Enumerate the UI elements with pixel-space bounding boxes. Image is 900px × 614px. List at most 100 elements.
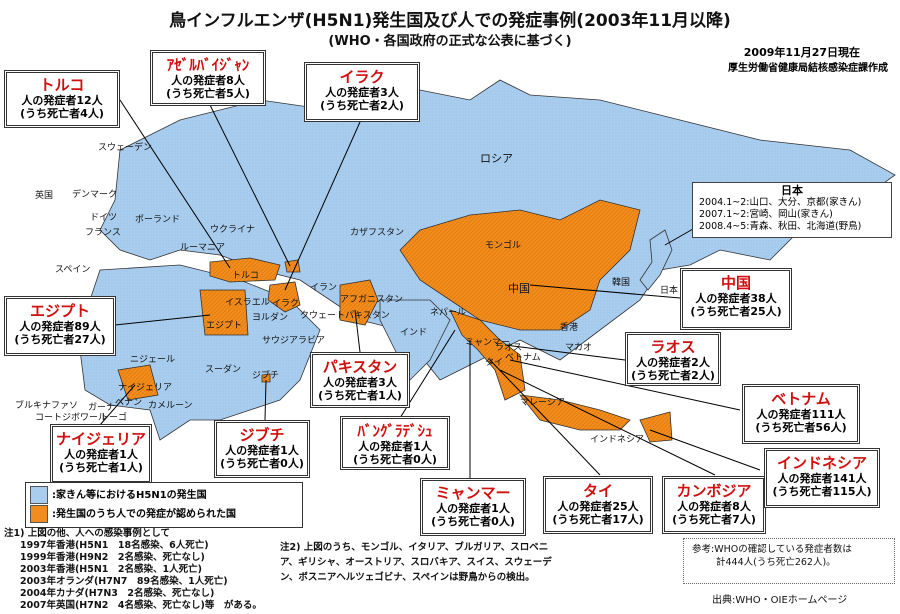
page-subtitle: (WHO・各国政府の正式な公表に基づく)	[328, 34, 572, 49]
legend-swatch-blue	[30, 486, 48, 504]
note-2: 注2) 上図のうち、モンゴル、イタリア、ブルガリア、スロベニ ア、ギリシャ、オー…	[280, 540, 552, 585]
note-line: 2007年英国(H7N2 4名感染、死亡なし)等 がある。	[20, 600, 262, 611]
country-name: インドネシア	[776, 454, 867, 472]
nigeria-shape	[117, 364, 159, 401]
callout-nigeria: ナイジェリア 人の発症者1人 (うち死亡者1人)	[50, 424, 152, 484]
callout-djibouti: ジブチ 人の発症者1人 (うち死亡者0人)	[214, 420, 310, 478]
country-name: イラク	[339, 68, 385, 86]
note-line: ア、ギリシャ、オーストリア、スロバキア、スイス、スウェーデ	[280, 557, 552, 568]
note-line: 2004年カナダ(H7N3 2名感染、死亡なし)	[20, 588, 215, 599]
case-count: 人の発症者111人	[756, 408, 846, 421]
case-count: 人の発症者1人	[64, 448, 138, 461]
case-count: 人の発症者3人	[323, 376, 397, 389]
country-name: カンボジア	[676, 482, 752, 500]
death-count: (うち死亡者7人)	[672, 513, 756, 526]
case-count: 人の発症者3人	[325, 86, 399, 99]
map-label-iran: イラン	[310, 283, 338, 293]
case-count: 人の発症者38人	[695, 292, 777, 305]
map-label-sudan: スーダン	[205, 365, 242, 375]
map-label-iraq: イラク	[272, 299, 300, 309]
legend-item-poultry: :家きん等におけるH5N1の発生国	[30, 486, 298, 505]
callout-thailand: タイ 人の発症者25人 (うち死亡者17人)	[543, 476, 653, 534]
country-name: ジブチ	[239, 426, 285, 444]
legend-swatch-orange	[30, 505, 48, 523]
note-line: 注2) 上図のうち、モンゴル、イタリア、ブルガリア、スロベニ	[280, 542, 549, 553]
death-count: (うち死亡者56人)	[755, 421, 847, 434]
map-label-germany: ドイツ	[90, 213, 118, 223]
country-name: ナイジェリア	[55, 430, 146, 448]
case-count: 人の発症者1人	[358, 440, 432, 453]
author: 厚生労働省健康局結核感染症課作成	[728, 63, 888, 74]
map-label-sweden: スウェーデン	[98, 143, 153, 153]
map-label-russia: ロシア	[480, 152, 513, 165]
map-label-denmark: デンマーク	[72, 190, 118, 200]
callout-pakistan: パキスタン 人の発症者3人 (うち死亡者1人)	[310, 352, 410, 408]
reference-line: 計444人(うち死亡262人)。	[716, 557, 836, 568]
death-count: (うち死亡者0人)	[431, 515, 515, 528]
death-count: (うち死亡者0人)	[220, 457, 304, 470]
map-label-vietnam: ベトナム	[505, 353, 541, 363]
map-label-malaysia: マレーシア	[520, 398, 565, 408]
map-label-egypt: エジプト	[206, 321, 243, 331]
case-count: 人の発症者1人	[225, 444, 299, 457]
note-line: 2003年香港(H5N1 2名感染、1人死亡)	[20, 564, 202, 575]
map-label-france: フランス	[85, 228, 121, 238]
country-name: ベトナム	[771, 390, 831, 408]
map-label-india: インド	[400, 328, 428, 338]
case-count: 人の発症者1人	[436, 502, 510, 515]
callout-bangladesh: ﾊﾞﾝｸﾞﾗﾃﾞｼｭ 人の発症者1人 (うち死亡者0人)	[340, 416, 450, 470]
death-count: (うち死亡者1人)	[59, 461, 143, 474]
country-name: タイ	[582, 482, 613, 500]
djibouti-shape	[261, 373, 271, 383]
death-count: (うち死亡者27人)	[14, 333, 106, 346]
death-count: (うち死亡者5人)	[166, 87, 250, 100]
map-label-poland: ポーランド	[135, 215, 181, 225]
map-label-ukraine: ウクライナ	[210, 225, 255, 235]
map-label-saudi: サウジアラビア	[262, 336, 326, 346]
death-count: (うち死亡者0人)	[353, 453, 437, 466]
country-name: ラオス	[650, 338, 696, 356]
callout-cambodia: カンボジア 人の発症者8人 (うち死亡者7人)	[662, 476, 766, 534]
callout-egypt: エジプト 人の発症者89人 (うち死亡者27人)	[4, 296, 116, 356]
country-name: トルコ	[39, 76, 85, 94]
japan-line: 2007.1~2:宮崎、岡山(家きん)	[699, 209, 833, 220]
map-label-benin: ベナン	[115, 398, 143, 408]
case-count: 人の発症者141人	[777, 472, 867, 485]
map-label-jordan: ヨルダン	[252, 313, 289, 323]
case-count: 人の発症者8人	[677, 500, 751, 513]
map-label-laos: ラオス	[495, 343, 523, 353]
map-label-turkey: トルコ	[232, 271, 259, 281]
country-name: ﾊﾞﾝｸﾞﾗﾃﾞｼｭ	[357, 422, 433, 440]
map-label-burkina: ブルキナファソ	[15, 401, 79, 411]
map-label-afghanistan: アフガニスタン	[340, 295, 404, 305]
callout-laos: ラオス 人の発症者2人 (うち死亡者2人)	[625, 332, 721, 386]
map-label-thailand: タイ	[485, 358, 504, 368]
map-label-macau: マカオ	[565, 343, 593, 353]
case-count: 人の発症者12人	[21, 94, 103, 107]
country-name: 中国	[720, 274, 751, 292]
map-label-japan: 日本	[660, 286, 679, 296]
country-name: ミャンマー	[435, 484, 511, 502]
map-label-israel: イスラエル	[225, 298, 270, 308]
source: 出典:WHO・OIEホームページ	[712, 595, 848, 606]
japan-title: 日本	[781, 184, 803, 197]
death-count: (うち死亡者17人)	[552, 513, 644, 526]
callout-azerbaijan: ｱｾﾞﾙﾊﾞｲｼﾞｬﾝ 人の発症者8人 (うち死亡者5人)	[150, 50, 266, 106]
country-name: エジプト	[29, 302, 90, 320]
callout-iraq: イラク 人の発症者3人 (うち死亡者2人)	[304, 62, 420, 122]
map-label-uk: 英国	[35, 191, 54, 201]
india-shape	[379, 299, 451, 381]
death-count: (うち死亡者2人)	[631, 369, 715, 382]
map-label-cotedivoire: コートジボワール	[35, 413, 108, 423]
country-name: ｱｾﾞﾙﾊﾞｲｼﾞｬﾝ	[166, 56, 250, 74]
map-label-china: 中国	[508, 282, 530, 295]
map-label-korea: 韓国	[612, 278, 631, 288]
egypt-shape	[199, 289, 249, 336]
japan-info-box: 日本 2004.1~2:山口、大分、京都(家きん) 2007.1~2:宮崎、岡山…	[692, 182, 892, 238]
callout-vietnam: ベトナム 人の発症者111人 (うち死亡者56人)	[742, 384, 860, 444]
pakistan-shape	[339, 279, 379, 326]
death-count: (うち死亡者1人)	[318, 389, 402, 402]
note-1: 注1) 上図の他、人への感染事例として 1997年香港(H5N1 18名感染、6…	[4, 528, 262, 612]
